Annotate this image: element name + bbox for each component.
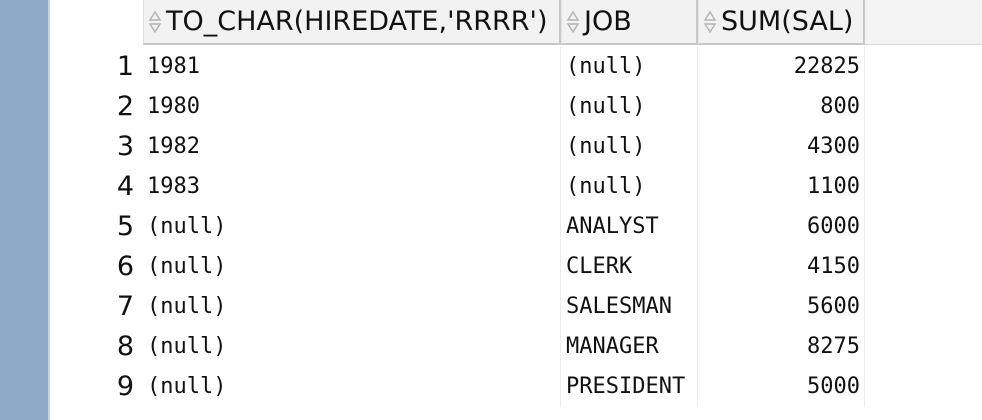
row-number: 1	[116, 51, 134, 82]
sort-icon[interactable]	[148, 9, 162, 35]
row-number: 2	[116, 91, 134, 122]
column-header-sum-sal[interactable]: SUM(SAL)	[698, 0, 865, 45]
left-gutter	[0, 0, 50, 420]
cell-hiredate-year[interactable]: 1981	[143, 47, 561, 87]
cell-hiredate-year[interactable]: 1983	[143, 167, 561, 207]
cell-sum-sal[interactable]: 1100	[698, 167, 865, 207]
query-result-grid: TO_CHAR(HIREDATE,'RRRR') JOB SUM(SAL) 1 …	[52, 0, 982, 420]
cell-job[interactable]: (null)	[561, 87, 698, 127]
table-row[interactable]: 8 (null) MANAGER 8275	[52, 327, 865, 367]
table-row[interactable]: 2 1980 (null) 800	[52, 87, 865, 127]
cell-job[interactable]: CLERK	[561, 247, 698, 287]
table-row[interactable]: 7 (null) SALESMAN 5600	[52, 287, 865, 327]
sort-icon[interactable]	[566, 9, 580, 35]
cell-job[interactable]: ANALYST	[561, 207, 698, 247]
cell-job[interactable]: PRESIDENT	[561, 367, 698, 407]
column-header-hiredate-year[interactable]: TO_CHAR(HIREDATE,'RRRR')	[143, 0, 561, 45]
column-header-label: JOB	[584, 6, 632, 37]
table-row[interactable]: 6 (null) CLERK 4150	[52, 247, 865, 287]
cell-hiredate-year[interactable]: 1982	[143, 127, 561, 167]
row-number: 8	[116, 331, 134, 362]
cell-sum-sal[interactable]: 8275	[698, 327, 865, 367]
table-row[interactable]: 1 1981 (null) 22825	[52, 47, 865, 87]
row-number: 3	[116, 131, 134, 162]
row-number: 6	[116, 251, 134, 282]
cell-hiredate-year[interactable]: (null)	[143, 287, 561, 327]
cell-job[interactable]: (null)	[561, 127, 698, 167]
row-number: 5	[116, 211, 134, 242]
cell-sum-sal[interactable]: 22825	[698, 47, 865, 87]
cell-sum-sal[interactable]: 800	[698, 87, 865, 127]
cell-sum-sal[interactable]: 4300	[698, 127, 865, 167]
column-header-job[interactable]: JOB	[561, 0, 698, 45]
table-row[interactable]: 4 1983 (null) 1100	[52, 167, 865, 207]
cell-sum-sal[interactable]: 5000	[698, 367, 865, 407]
cell-hiredate-year[interactable]: 1980	[143, 87, 561, 127]
sort-icon[interactable]	[703, 9, 717, 35]
column-header-label: TO_CHAR(HIREDATE,'RRRR')	[166, 6, 548, 37]
row-number: 4	[116, 171, 134, 202]
cell-hiredate-year[interactable]: (null)	[143, 367, 561, 407]
cell-sum-sal[interactable]: 4150	[698, 247, 865, 287]
cell-hiredate-year[interactable]: (null)	[143, 207, 561, 247]
row-number: 9	[116, 371, 134, 402]
table-row[interactable]: 5 (null) ANALYST 6000	[52, 207, 865, 247]
cell-sum-sal[interactable]: 6000	[698, 207, 865, 247]
cell-job[interactable]: (null)	[561, 167, 698, 207]
table-row[interactable]: 9 (null) PRESIDENT 5000	[52, 367, 865, 407]
cell-job[interactable]: (null)	[561, 47, 698, 87]
cell-job[interactable]: SALESMAN	[561, 287, 698, 327]
cell-job[interactable]: MANAGER	[561, 327, 698, 367]
row-number: 7	[116, 291, 134, 322]
column-header-label: SUM(SAL)	[721, 6, 854, 37]
cell-hiredate-year[interactable]: (null)	[143, 247, 561, 287]
table-row[interactable]: 3 1982 (null) 4300	[52, 127, 865, 167]
cell-hiredate-year[interactable]: (null)	[143, 327, 561, 367]
cell-sum-sal[interactable]: 5600	[698, 287, 865, 327]
grid-corner	[52, 0, 143, 45]
